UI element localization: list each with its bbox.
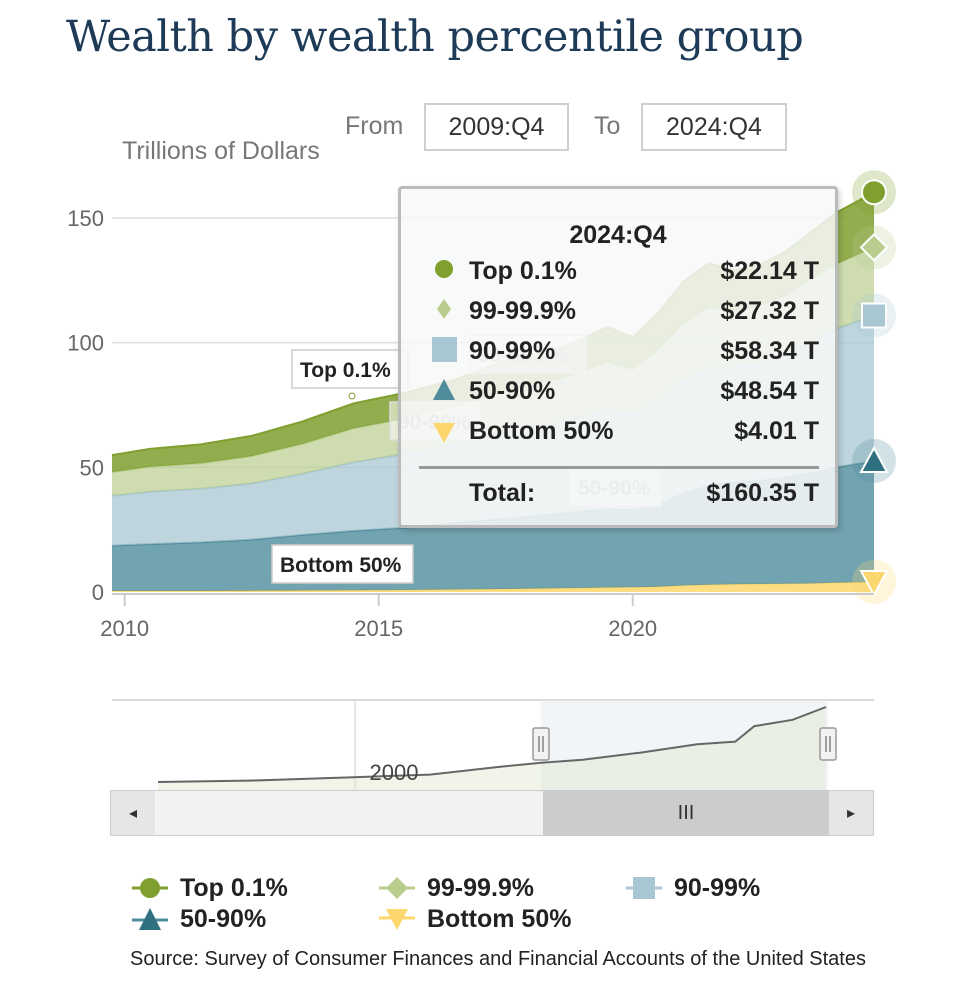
source-note: Source: Survey of Consumer Finances and … xyxy=(130,948,866,970)
tooltip-row-value: $48.54 T xyxy=(720,377,819,405)
diamond-icon xyxy=(379,872,419,904)
legend-label: Top 0.1% xyxy=(180,874,288,902)
endpoint-marker-p50 xyxy=(859,445,889,473)
to-date-input[interactable]: 2024:Q4 xyxy=(641,103,787,151)
label-anchor-dot xyxy=(348,392,356,400)
endpoint-marker-p90 xyxy=(861,302,887,329)
tooltip-total-value: $160.35 T xyxy=(706,479,819,507)
tooltip-row-label: Top 0.1% xyxy=(469,257,577,285)
page-title: Wealth by wealth percentile group xyxy=(66,12,804,62)
navigator-year-label: 2000 xyxy=(370,760,419,785)
navigator-handle-right[interactable] xyxy=(819,727,837,761)
square-icon xyxy=(421,333,465,369)
series-label-bottom50-box xyxy=(271,544,414,584)
tooltip-row-value: $22.14 T xyxy=(720,257,819,285)
square-icon xyxy=(626,872,666,904)
endpoint-marker-p99 xyxy=(859,232,889,262)
endpoint-marker-top01 xyxy=(861,179,887,206)
tooltip-row-p50: 50-90% $48.54 T xyxy=(421,373,819,409)
area-99-99-9- xyxy=(112,247,874,496)
series-label-top01-box xyxy=(291,349,409,389)
navigator-area xyxy=(158,707,826,790)
x-tick-label: 2020 xyxy=(608,616,657,641)
triangle-down-icon xyxy=(421,413,465,449)
navigator-selection xyxy=(541,700,828,790)
tooltip-row-value: $58.34 T xyxy=(720,337,819,365)
tooltip: 2024:Q4 Top 0.1% $22.14 T 99-99.9% $27.3… xyxy=(398,186,838,528)
tooltip-row-p99: 99-99.9% $27.32 T xyxy=(421,293,819,329)
tooltip-row-top01: Top 0.1% $22.14 T xyxy=(421,253,819,289)
triangle-up-icon xyxy=(132,903,172,935)
diamond-icon xyxy=(421,293,465,329)
tooltip-row-label: 99-99.9% xyxy=(469,297,577,325)
tooltip-row-value: $27.32 T xyxy=(720,297,819,325)
tooltip-row-label: Bottom 50% xyxy=(469,417,614,445)
scroll-left-button[interactable]: ◂ xyxy=(111,791,155,835)
to-label: To xyxy=(594,112,621,140)
circle-icon xyxy=(132,872,172,904)
x-tick-label: 2010 xyxy=(100,616,149,641)
y-tick-label: 100 xyxy=(67,331,104,356)
tooltip-title: 2024:Q4 xyxy=(569,221,667,249)
legend-label: 50-90% xyxy=(180,905,267,933)
y-axis-title: Trillions of Dollars xyxy=(122,137,320,165)
y-tick-label: 0 xyxy=(92,580,104,605)
x-tick-label: 2015 xyxy=(354,616,403,641)
tooltip-total-label: Total: xyxy=(469,479,536,507)
y-tick-label: 150 xyxy=(67,206,104,231)
tooltip-row-label: 90-99% xyxy=(469,337,556,365)
triangle-up-icon xyxy=(421,373,465,409)
navigator-handle-left[interactable] xyxy=(532,727,550,761)
tooltip-total-row: Total: $160.35 T xyxy=(421,475,819,511)
area-bottom-50- xyxy=(112,582,874,592)
triangle-down-icon xyxy=(379,903,419,935)
navigator-scrollbar[interactable]: ◂ III ▸ xyxy=(110,790,874,836)
series-label-top01: Top 0.1% xyxy=(300,359,391,382)
tooltip-row-p90: 90-99% $58.34 T xyxy=(421,333,819,369)
tooltip-divider xyxy=(419,466,819,469)
series-label-bottom50: Bottom 50% xyxy=(280,554,402,577)
legend-label: 99-99.9% xyxy=(427,874,535,902)
from-label: From xyxy=(345,112,404,140)
y-tick-label: 50 xyxy=(80,455,104,480)
from-date-input[interactable]: 2009:Q4 xyxy=(424,103,569,151)
tooltip-row-label: 50-90% xyxy=(469,377,556,405)
circle-icon xyxy=(421,253,465,289)
tooltip-row-value: $4.01 T xyxy=(734,417,819,445)
navigator-line xyxy=(157,706,827,783)
legend-label: 90-99% xyxy=(674,874,761,902)
legend-label: Bottom 50% xyxy=(427,905,572,933)
tooltip-row-bottom50: Bottom 50% $4.01 T xyxy=(421,413,819,449)
endpoint-marker-bottom50 xyxy=(859,570,889,598)
scroll-right-button[interactable]: ▸ xyxy=(829,791,873,835)
scrollbar-thumb[interactable]: III xyxy=(543,791,829,835)
